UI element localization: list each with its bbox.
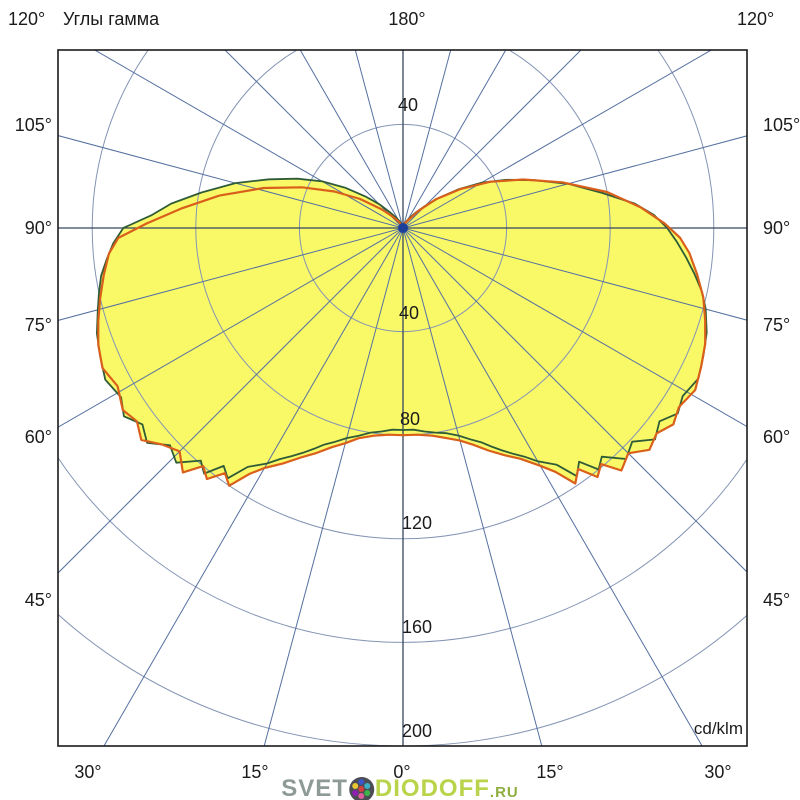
gamma-corner-label-left: 120° xyxy=(8,9,46,29)
radial-tick-120: 120 xyxy=(402,513,433,533)
chart-title: Углы гамма xyxy=(63,9,160,29)
watermark-dot xyxy=(364,782,371,789)
gamma-label-right-60: 60° xyxy=(763,427,791,447)
radial-tick-80: 80 xyxy=(400,409,421,429)
gamma-label-right-45: 45° xyxy=(763,590,791,610)
watermark-text-suffix: .RU xyxy=(489,784,519,800)
gamma-label-bottom-0: 0° xyxy=(393,762,411,782)
gamma-label-left-45: 45° xyxy=(24,590,52,610)
gamma-label-left-105: 105° xyxy=(14,115,52,135)
gamma-label-right-90: 90° xyxy=(763,218,791,238)
gamma-label-bottom-30r: 30° xyxy=(704,762,732,782)
watermark-dot xyxy=(352,782,359,789)
gamma-label-left-90: 90° xyxy=(24,218,52,238)
gamma-corner-label-right: 120° xyxy=(737,9,775,29)
watermark-logo-icon xyxy=(348,776,374,800)
radial-tick-200: 200 xyxy=(402,721,433,741)
gamma-label-right-75: 75° xyxy=(763,315,791,335)
unit-label: cd/klm xyxy=(693,719,743,738)
radial-tick-160: 160 xyxy=(402,617,433,637)
radial-tick-40-top: 40 xyxy=(398,95,419,115)
watermark-text-prefix: SVET xyxy=(281,775,348,800)
gamma-label-bottom-15l: 15° xyxy=(241,762,269,782)
gamma-label-left-60: 60° xyxy=(24,427,52,447)
gamma-label-bottom-30l: 30° xyxy=(74,762,102,782)
watermark-dot xyxy=(364,789,371,796)
watermark-dot xyxy=(358,779,365,785)
watermark-text-middle: DIODOFF xyxy=(374,775,490,800)
watermark: SVET DIODOFF .RU xyxy=(281,775,519,800)
gamma-label-right-105: 105° xyxy=(763,115,800,135)
gamma-label-bottom-15r: 15° xyxy=(536,762,564,782)
radial-tick-40: 40 xyxy=(399,303,420,323)
gamma-label-180: 180° xyxy=(388,9,426,29)
watermark-dot xyxy=(358,793,365,799)
watermark-dot xyxy=(358,786,365,792)
watermark-dot xyxy=(352,789,359,796)
gamma-label-left-75: 75° xyxy=(24,315,52,335)
